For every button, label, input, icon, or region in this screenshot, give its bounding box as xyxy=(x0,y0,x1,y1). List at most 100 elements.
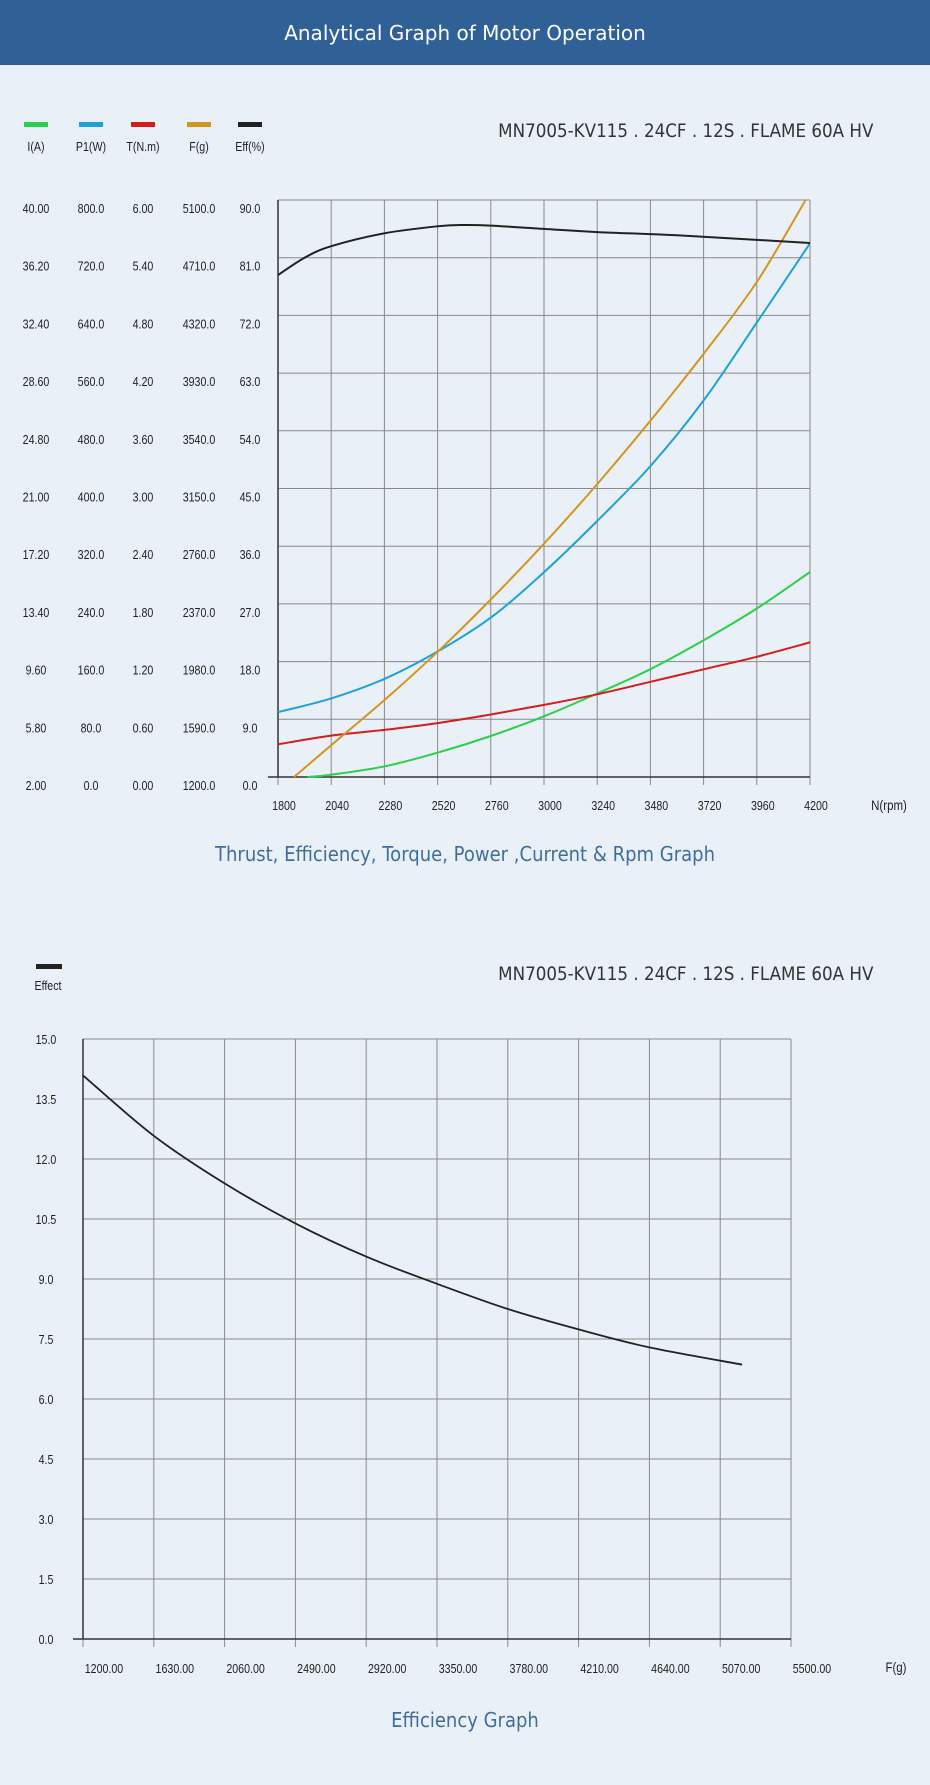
y-tick-label: 13.5 xyxy=(36,1092,57,1107)
y-tick-label: 2.40 xyxy=(133,547,154,562)
y-tick-label: 320.0 xyxy=(78,547,105,562)
y-tick-label: 2.00 xyxy=(26,778,47,793)
chart2-caption: Efficiency Graph xyxy=(391,1708,539,1732)
y-tick-label: 7.5 xyxy=(39,1332,54,1347)
y-tick-label: 18.0 xyxy=(240,663,261,678)
x-tick-label: 2760 xyxy=(485,798,509,813)
x-tick-label: 4210.00 xyxy=(580,1661,619,1676)
chart1-caption: Thrust, Efficiency, Torque, Power ,Curre… xyxy=(215,842,715,866)
y-tick-label: 6.0 xyxy=(39,1392,54,1407)
page-title: Analytical Graph of Motor Operation xyxy=(284,20,646,45)
legend-label: Eff(%) xyxy=(235,139,264,154)
x-tick-label: 2920.00 xyxy=(368,1661,407,1676)
legend-label: I(A) xyxy=(27,139,44,154)
series-line-eff xyxy=(277,223,811,276)
y-tick-label: 0.00 xyxy=(133,778,154,793)
legend-swatch-3 xyxy=(187,122,211,127)
series-line-tnm xyxy=(277,641,811,746)
y-tick-label: 4.20 xyxy=(133,374,154,389)
x-tick-label: 2280 xyxy=(379,798,403,813)
y-tick-label: 240.0 xyxy=(78,605,105,620)
y-tick-label: 90.0 xyxy=(240,201,261,216)
x-tick-label: 2060.00 xyxy=(226,1661,265,1676)
x-tick-label: 1630.00 xyxy=(156,1661,195,1676)
y-tick-label: 4.80 xyxy=(133,316,154,331)
y-tick-label: 3150.0 xyxy=(183,489,216,504)
x-tick-label: 1200.00 xyxy=(85,1661,124,1676)
y-tick-label: 400.0 xyxy=(78,489,105,504)
y-tick-label: 4320.0 xyxy=(183,316,216,331)
x-tick-label: 1800 xyxy=(272,798,296,813)
x-tick-label: 2520 xyxy=(432,798,456,813)
y-tick-label: 12.0 xyxy=(36,1152,57,1167)
x-tick-label: 5500.00 xyxy=(793,1661,832,1676)
y-tick-label: 54.0 xyxy=(240,432,261,447)
y-tick-label: 17.20 xyxy=(23,547,50,562)
legend-swatch-1 xyxy=(79,122,103,127)
y-tick-label: 1.20 xyxy=(133,663,154,678)
y-tick-label: 2760.0 xyxy=(183,547,216,562)
y-tick-label: 5.80 xyxy=(26,720,47,735)
y-tick-label: 3.00 xyxy=(133,489,154,504)
x-tick-label: 3480 xyxy=(645,798,669,813)
legend-label: T(N.m) xyxy=(126,139,159,154)
series-line-p1w xyxy=(277,242,811,714)
legend-label: P1(W) xyxy=(76,139,106,154)
y-tick-label: 72.0 xyxy=(240,316,261,331)
y-tick-label: 27.0 xyxy=(240,605,261,620)
y-tick-label: 36.20 xyxy=(23,259,50,274)
legend-swatch-0 xyxy=(24,122,48,127)
y-tick-label: 5.40 xyxy=(133,259,154,274)
legend-label: Effect xyxy=(34,978,62,993)
x-axis-label: F(g) xyxy=(885,1659,906,1675)
y-tick-label: 32.40 xyxy=(23,316,50,331)
x-tick-label: 3000 xyxy=(538,798,562,813)
y-tick-label: 3.60 xyxy=(133,432,154,447)
y-tick-label: 2370.0 xyxy=(183,605,216,620)
x-tick-label: 4640.00 xyxy=(651,1661,690,1676)
y-tick-label: 3540.0 xyxy=(183,432,216,447)
y-tick-label: 24.80 xyxy=(23,432,50,447)
legend-label: F(g) xyxy=(189,139,209,154)
x-tick-label: 3780.00 xyxy=(510,1661,549,1676)
chart2-model-label: MN7005-KV115 . 24CF . 12S . FLAME 60A HV xyxy=(497,963,873,985)
y-tick-label: 45.0 xyxy=(240,489,261,504)
x-tick-label: 2490.00 xyxy=(297,1661,336,1676)
series-line-effect xyxy=(82,1074,743,1366)
y-tick-label: 9.0 xyxy=(243,720,258,735)
y-tick-label: 9.60 xyxy=(26,663,47,678)
y-tick-label: 560.0 xyxy=(78,374,105,389)
x-tick-label: 2040 xyxy=(325,798,349,813)
y-tick-label: 1.80 xyxy=(133,605,154,620)
y-tick-label: 5100.0 xyxy=(183,201,216,216)
y-tick-label: 160.0 xyxy=(78,663,105,678)
series-line-ia xyxy=(307,571,811,778)
y-tick-label: 15.0 xyxy=(36,1032,57,1047)
y-tick-label: 1200.0 xyxy=(183,778,216,793)
y-tick-label: 6.00 xyxy=(133,201,154,216)
legend-swatch-effect xyxy=(36,964,62,969)
y-tick-label: 80.0 xyxy=(81,720,102,735)
x-tick-label: 5070.00 xyxy=(722,1661,761,1676)
page-header: Analytical Graph of Motor Operation xyxy=(0,0,930,65)
y-tick-label: 36.0 xyxy=(240,547,261,562)
y-tick-label: 0.60 xyxy=(133,720,154,735)
y-tick-label: 480.0 xyxy=(78,432,105,447)
x-tick-label: 3720 xyxy=(698,798,722,813)
y-tick-label: 4.5 xyxy=(39,1452,54,1467)
y-tick-label: 81.0 xyxy=(240,259,261,274)
y-tick-label: 13.40 xyxy=(23,605,50,620)
legend-swatch-2 xyxy=(131,122,155,127)
y-tick-label: 3.0 xyxy=(39,1512,54,1527)
x-tick-label: 3240 xyxy=(591,798,615,813)
y-tick-label: 28.60 xyxy=(23,374,50,389)
x-tick-label: 4200 xyxy=(804,798,828,813)
y-tick-label: 4710.0 xyxy=(183,259,216,274)
y-tick-label: 40.00 xyxy=(23,201,50,216)
y-tick-label: 720.0 xyxy=(78,259,105,274)
legend-swatch-4 xyxy=(238,122,262,127)
y-tick-label: 10.5 xyxy=(36,1212,57,1227)
y-tick-label: 1590.0 xyxy=(183,720,216,735)
y-tick-label: 640.0 xyxy=(78,316,105,331)
